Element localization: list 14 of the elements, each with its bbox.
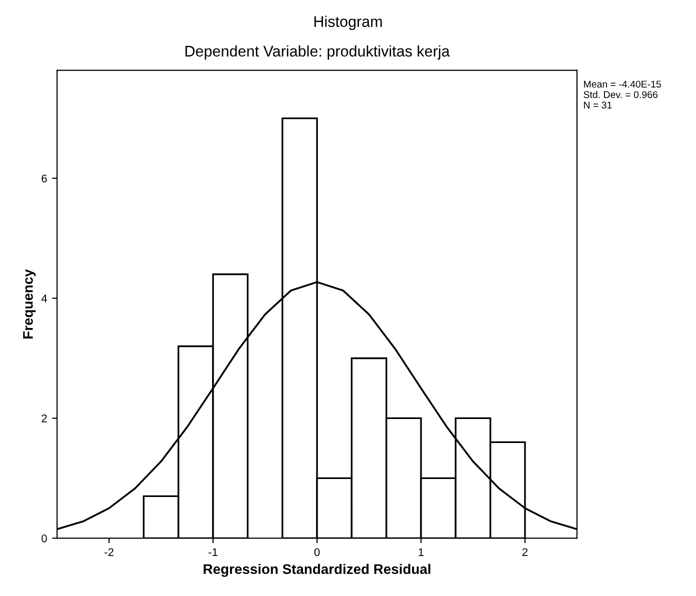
x-tick-label: 1 (418, 548, 424, 556)
y-tick-label: 2 (42, 414, 47, 422)
x-axis-title: Regression Standardized Residual (204, 564, 430, 577)
x-tick-label: -2 (104, 548, 114, 556)
chart-title: Histogram (314, 16, 382, 30)
x-tick-label: 0 (314, 548, 320, 556)
text: Mean = -4.40E-15 Std. Dev. = 0.966 N = 31 (584, 80, 661, 109)
y-tick-label: 0 (42, 534, 47, 542)
y-tick-label: 6 (42, 174, 47, 182)
y-axis-title: Frequency (23, 269, 36, 338)
y-tick-label: 4 (41, 294, 48, 302)
chart-subtitle: Dependent Variable: produktivitas kerja (186, 45, 450, 60)
x-tick-label: -1 (208, 548, 218, 556)
x-tick-label: 2 (522, 548, 528, 556)
